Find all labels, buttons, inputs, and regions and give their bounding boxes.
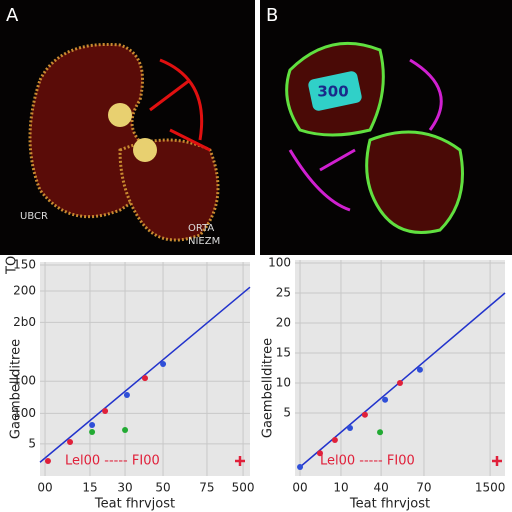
legend-text: Lel00 ----- FI00 — [320, 454, 415, 469]
arrows — [149, 58, 211, 152]
y-tick-label: 100 — [13, 406, 36, 420]
x-tick-label: 1500 — [475, 481, 506, 495]
x-tick-label: 10 — [333, 481, 348, 495]
point — [397, 380, 403, 386]
x-tick-label: 50 — [155, 481, 170, 495]
annotation: ORTA — [188, 223, 214, 234]
line — [39, 286, 251, 463]
legend-marker — [492, 456, 502, 466]
x-axis-label: Teat fhrvjost — [94, 497, 175, 512]
panel-label: B — [266, 5, 278, 26]
panel-label: A — [6, 5, 19, 26]
x-tick-label: 00 — [292, 481, 307, 495]
plot-area — [295, 260, 505, 476]
point — [89, 421, 96, 428]
y-tick-label: 5 — [283, 406, 291, 420]
x-tick-label: 70 — [416, 481, 431, 495]
x-tick-label: 15 — [82, 481, 97, 495]
tissue — [365, 130, 464, 234]
badge-text: 300 — [317, 83, 348, 101]
point — [331, 437, 338, 443]
point — [123, 391, 130, 398]
y-tick-label: 2b0 — [13, 315, 36, 329]
x-tick-label: 500 — [232, 481, 255, 495]
point — [416, 366, 423, 373]
annotation: NIEZM — [188, 236, 220, 247]
x-tick-label: 40 — [373, 481, 388, 495]
legend-text: Lel00 ----- FI00 — [65, 454, 160, 469]
point — [67, 438, 74, 445]
spot — [108, 103, 132, 127]
y-tick-label: 20 — [276, 316, 291, 330]
x-tick-label: 30 — [117, 481, 132, 495]
point — [297, 464, 304, 470]
point — [89, 428, 96, 435]
y-tick-label: 15 — [276, 346, 291, 360]
tissue — [118, 138, 220, 242]
badge — [308, 71, 362, 111]
point — [122, 426, 129, 433]
plot-area — [40, 262, 250, 476]
spot — [133, 138, 157, 162]
y-tick-label: 100 — [13, 374, 36, 388]
y-tick-label: 100 — [268, 256, 291, 270]
corner-label: TO — [5, 256, 20, 275]
arrows — [288, 58, 443, 212]
point — [160, 360, 167, 367]
point — [361, 411, 368, 418]
point — [142, 375, 148, 382]
legend-marker — [235, 456, 245, 466]
y-tick-label: 25 — [276, 286, 291, 300]
point — [316, 450, 323, 457]
x-tick-label: 00 — [37, 481, 52, 495]
point — [102, 408, 109, 415]
y-tick-label: 10 — [276, 376, 291, 390]
y-tick-label: 150 — [13, 258, 36, 272]
x-tick-label: 75 — [199, 481, 214, 495]
y-tick-label: 5 — [28, 436, 36, 450]
annotation: UBCR — [20, 211, 48, 222]
x-axis-label: Teat fhrvjost — [349, 497, 430, 512]
point — [44, 458, 51, 465]
point — [382, 396, 389, 403]
point — [347, 425, 354, 431]
point — [377, 429, 384, 436]
y-axis-label: Gaembellditree — [9, 339, 24, 439]
y-tick-label: 200 — [13, 284, 36, 298]
y-axis-label: Gaembellditree — [261, 338, 276, 438]
